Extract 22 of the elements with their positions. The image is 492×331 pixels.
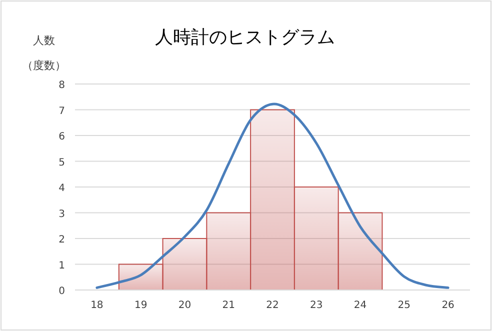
y-tick-label: 8 [58,80,65,91]
y-tick-label: 0 [58,286,65,297]
y-tick-label: 1 [58,260,65,272]
line-series [96,102,450,289]
x-tick-label: 21 [222,300,235,311]
y-axis-title: 人数 [33,34,55,47]
x-tick-label: 26 [442,300,454,311]
x-tick-label: 23 [310,300,323,311]
x-tick-label: 19 [134,300,148,311]
y-tick-label: 3 [58,208,65,220]
chart-title: 人時計のヒストグラム [155,27,335,48]
y-tick-label: 5 [58,157,65,168]
x-tick-label: 24 [354,300,367,311]
text: （度数） [22,59,66,72]
x-tick-label: 22 [266,300,279,311]
y-tick-label: 2 [58,234,65,246]
y-tick-label: 6 [58,132,65,142]
y-tick-label: 4 [58,183,65,194]
x-tick-label: 25 [398,300,411,311]
x-tick-label: 18 [90,300,104,311]
x-tick-label: 20 [178,300,192,311]
y-tick-label: 7 [58,106,65,117]
